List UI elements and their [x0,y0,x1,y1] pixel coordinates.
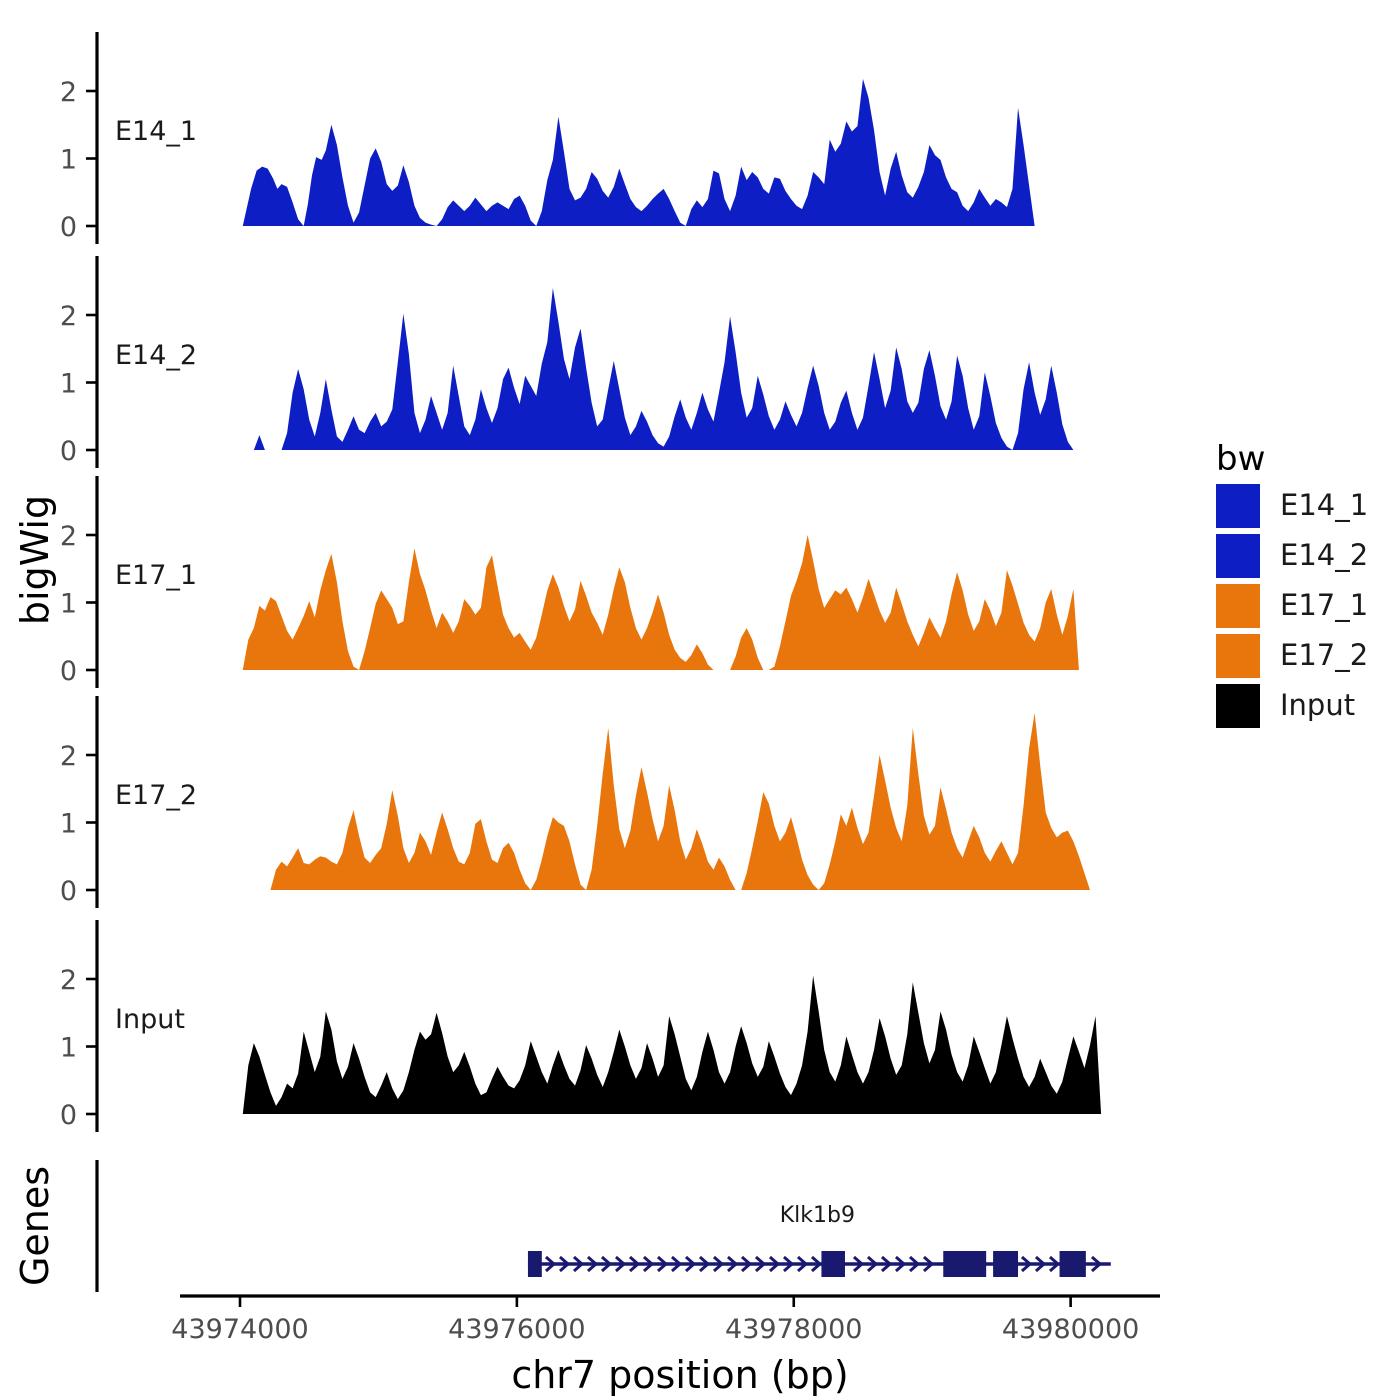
gene-strand-arrow-icon [544,1255,557,1273]
track-panel-e14_1: 0 1 2 E14_1 [60,32,1085,244]
gene-strand-arrow-icon [880,1255,893,1273]
gene-strand-arrow-icon [642,1255,655,1273]
gene-exon-5 [1059,1251,1086,1277]
track-area-e17_2 [270,713,1118,890]
legend-title: bw [1216,439,1265,479]
legend: bw E14_1 E14_2 E17_1 E17_2 Input [1216,439,1368,728]
gene-strand-arrow-icon [1034,1255,1047,1273]
gene-strand-arrow-icon [908,1255,921,1273]
gene-strand-arrow-icon [614,1255,627,1273]
panel-label-e14_2: E14_2 [115,340,197,371]
gene-strand-arrow-icon [656,1255,669,1273]
legend-label-e14_2: E14_2 [1280,538,1368,572]
track-panel-e17_2: 0 1 2 E17_2 [60,696,1118,908]
gene-strand-arrow-icon [712,1255,725,1273]
y-tick-label: 0 [60,876,77,907]
gene-strand-arrow-icon [572,1255,585,1273]
y-tick-label: 2 [60,77,77,108]
gene-strand-arrow-icon [866,1255,879,1273]
y-tick-label: 1 [60,809,77,840]
gene-strand-arrow-icon [726,1255,739,1273]
gene-exon-4 [993,1251,1019,1277]
track-area-e14_1 [242,78,1085,226]
legend-swatch-e17_1[interactable] [1216,584,1260,628]
track-panel-e14_2: 0 1 2 E14_2 [60,256,1102,468]
panel-label-input: Input [115,1004,185,1035]
x-tick-label: 43978000 [725,1314,862,1345]
gene-name-label: Klk1b9 [780,1203,855,1228]
x-tick-label: 43980000 [1002,1314,1139,1345]
gene-strand-arrow-icon [894,1255,907,1273]
gene-strand-arrow-icon [782,1255,795,1273]
legend-label-input: Input [1280,688,1355,722]
y-axis-title: bigWig [13,495,57,625]
legend-label-e14_1: E14_1 [1280,488,1368,522]
legend-swatch-e17_2[interactable] [1216,634,1260,678]
gene-strand-arrow-icon [586,1255,599,1273]
gene-strand-arrow-icon [628,1255,641,1273]
gene-strand-arrow-icon [670,1255,683,1273]
gene-strand-arrow-icon [922,1255,935,1273]
y-tick-label: 1 [60,145,77,176]
y-tick-label: 2 [60,741,77,772]
legend-label-e17_1: E17_1 [1280,588,1368,622]
gene-strand-arrow-icon [740,1255,753,1273]
legend-swatch-e14_2[interactable] [1216,534,1260,578]
x-axis-title: chr7 position (bp) [511,1353,848,1397]
y-tick-label: 0 [60,656,77,687]
x-axis: 43974000 43976000 43978000 43980000 [171,1294,1160,1345]
y-tick-label: 2 [60,965,77,996]
panel-label-e17_1: E17_1 [115,560,197,591]
gene-strand-arrow-icon [768,1255,781,1273]
y-tick-label: 1 [60,589,77,620]
panel-label-e17_2: E17_2 [115,780,197,811]
y-tick-label: 0 [60,1100,77,1131]
gene-strand-arrow-icon [810,1255,823,1273]
x-tick-label: 43976000 [448,1314,585,1345]
gene-exon-3 [943,1251,987,1277]
genes-axis-title: Genes [13,1166,57,1286]
track-area-e17_1 [242,535,1113,670]
gene-strand-arrow-icon [558,1255,571,1273]
y-tick-label: 1 [60,1033,77,1064]
track-area-input [242,975,1118,1114]
track-panel-input: 0 1 2 Input [60,920,1118,1132]
y-tick-label: 0 [60,212,77,243]
legend-label-e17_2: E17_2 [1280,638,1368,672]
y-tick-label: 2 [60,301,77,332]
gene-strand-arrow-icon [684,1255,697,1273]
y-tick-label: 0 [60,436,77,467]
gene-strand-arrow-icon [754,1255,767,1273]
axis-titles: bigWig Genes chr7 position (bp) [13,495,849,1397]
genes-panel: Klk1b9 [95,1160,1111,1292]
gene-strand-arrow-icon [1020,1255,1033,1273]
legend-swatch-e14_1[interactable] [1216,484,1260,528]
panel-label-e14_1: E14_1 [115,116,197,147]
gene-strand-arrow-icon [600,1255,613,1273]
track-panel-e17_1: 0 1 2 E17_1 [60,476,1113,688]
gene-exon-2 [821,1251,845,1277]
track-area-e14_2 [253,288,1102,450]
gene-strand-arrow-icon [796,1255,809,1273]
gene-strand-arrow-icon [1048,1255,1061,1273]
gene-strand-arrow-icon [1090,1255,1103,1273]
gene-strand-arrow-icon [852,1255,865,1273]
legend-swatch-input[interactable] [1216,684,1260,728]
gene-strand-arrow-icon [698,1255,711,1273]
y-tick-label: 2 [60,521,77,552]
gene-exon-1 [527,1251,542,1277]
track-panels-group: 0 1 2 E14_1 0 1 2 E14_2 0 1 2 E17_1 0 1 2 E17_2 0 1 2 Input [60,32,1118,1132]
y-tick-label: 1 [60,369,77,400]
x-tick-label: 43974000 [171,1314,308,1345]
